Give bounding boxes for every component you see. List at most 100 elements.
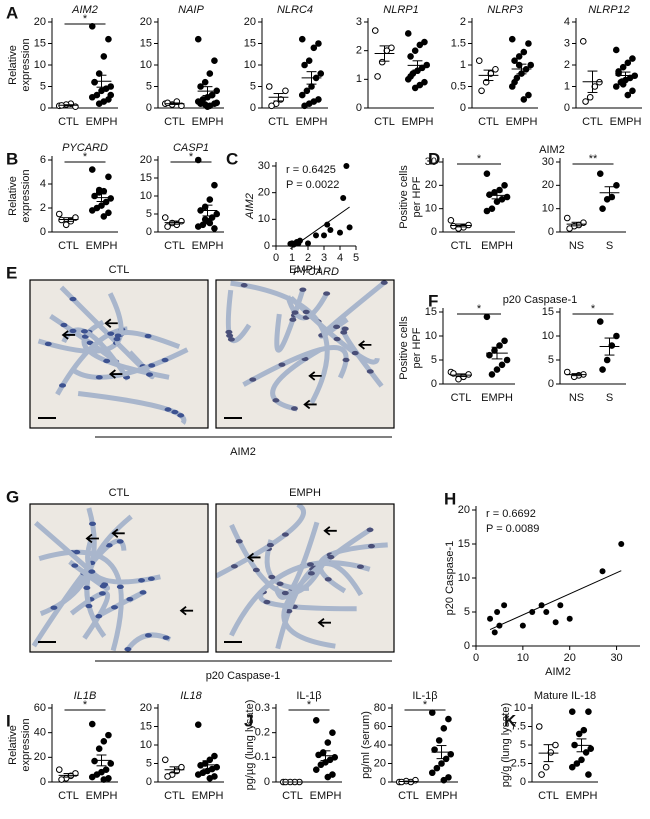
image-caption: CTL <box>109 487 130 499</box>
nucleus <box>227 337 235 342</box>
y-tick-label: 15 <box>34 37 46 49</box>
data-point <box>440 776 448 784</box>
data-point <box>321 232 327 239</box>
nucleus <box>351 350 359 356</box>
panel-letter: D <box>428 149 440 168</box>
data-point <box>498 361 506 369</box>
data-point <box>211 225 218 232</box>
data-point <box>371 27 379 34</box>
data-point <box>596 318 604 325</box>
tissue <box>225 280 388 412</box>
plot-title: AIM2 <box>71 4 98 16</box>
image-border <box>29 503 209 653</box>
y-tick-label: 0.3 <box>255 702 270 714</box>
micrograph <box>29 503 209 653</box>
y-tick-label: 15 <box>140 37 152 49</box>
data-point <box>613 182 620 189</box>
data-point <box>493 366 501 373</box>
significance-label: * <box>83 13 88 25</box>
y-tick-label: 20 <box>425 179 437 191</box>
tissue-strand <box>37 292 124 354</box>
nucleus <box>366 369 374 374</box>
data-point <box>95 745 103 753</box>
y-axis-label: AIM2 <box>244 193 256 220</box>
y-tick-label: 30 <box>542 156 554 168</box>
significance-label: ** <box>589 153 598 165</box>
y-axis-label: Relative <box>7 725 19 765</box>
annotation: P = 0.0022 <box>286 179 339 191</box>
y-tick-label: 0 <box>380 776 386 788</box>
data-point <box>178 102 185 110</box>
annotation: r = 0.6692 <box>486 508 536 520</box>
nucleus <box>263 599 271 605</box>
category-label: EMPH <box>192 116 224 128</box>
y-tick-label: 0 <box>264 240 270 252</box>
data-point <box>107 195 115 202</box>
data-point <box>543 609 550 615</box>
data-point <box>557 602 564 609</box>
y-tick-label: 0 <box>548 378 554 390</box>
y-tick-label: 3 <box>564 37 570 49</box>
nucleus <box>59 383 67 388</box>
data-point <box>578 756 585 764</box>
nucleus <box>113 336 121 342</box>
data-point <box>107 760 115 767</box>
category-label: EMPH <box>192 240 224 252</box>
data-point <box>445 715 452 723</box>
panel-letter: I <box>6 711 11 730</box>
y-tick-label: 10 <box>425 330 437 342</box>
data-point <box>211 57 218 65</box>
data-point <box>483 170 491 177</box>
data-point <box>88 166 96 173</box>
category-label: CTL <box>164 240 185 252</box>
y-tick-label: 10 <box>140 59 152 71</box>
data-point <box>527 61 535 69</box>
category-label: EMPH <box>566 790 598 802</box>
data-point <box>282 87 289 95</box>
category-label: S <box>606 240 613 252</box>
data-point <box>568 708 576 716</box>
category-label: EMPH <box>481 240 513 252</box>
data-point <box>582 98 589 105</box>
data-point <box>105 173 112 181</box>
data-point <box>416 81 424 89</box>
plot-title: Mature IL-18 <box>534 690 596 702</box>
nucleus <box>95 375 103 380</box>
y-axis-label: per HPF <box>411 176 423 217</box>
data-point <box>603 356 611 364</box>
nucleus <box>146 372 154 377</box>
data-point <box>486 191 493 198</box>
y-tick-label: 20 <box>458 504 470 516</box>
panel-letter: A <box>6 3 18 22</box>
data-point <box>55 766 63 773</box>
significance-label: * <box>591 303 596 315</box>
y-tick-label: 15 <box>140 720 152 732</box>
data-point <box>520 96 528 103</box>
nucleus <box>333 336 341 342</box>
category-label: NS <box>569 392 584 404</box>
data-point <box>197 100 204 107</box>
y-tick-label: 5 <box>146 757 152 769</box>
tissue-strand <box>38 549 124 652</box>
y-tick-label: 3 <box>356 16 362 28</box>
significance-label: * <box>189 151 194 163</box>
data-point <box>301 61 308 69</box>
annotation: P = 0.0089 <box>486 523 539 535</box>
category-label: EMPH <box>296 116 328 128</box>
nucleus <box>162 635 170 640</box>
significance-label: * <box>307 699 312 711</box>
data-point <box>573 760 581 767</box>
arrow <box>179 605 194 616</box>
data-point <box>340 195 347 201</box>
data-point <box>542 763 550 771</box>
panel-letter: H <box>444 489 456 508</box>
data-point <box>268 102 275 110</box>
data-point <box>303 87 311 95</box>
image-border <box>215 503 395 653</box>
plot-title: p20 Caspase-1 <box>503 294 578 306</box>
data-point <box>213 210 221 218</box>
y-axis-label: expression <box>20 718 32 771</box>
data-point <box>201 216 209 223</box>
data-point <box>475 57 483 65</box>
plot-title: IL1B <box>74 690 97 702</box>
